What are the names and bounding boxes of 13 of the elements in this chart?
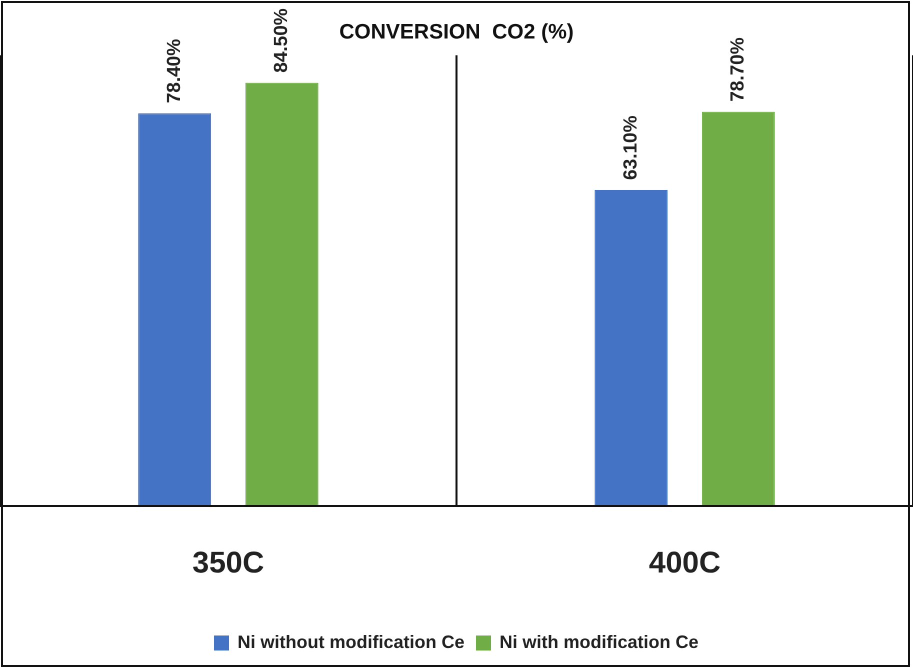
data-label: 63.10% — [620, 115, 642, 180]
bar — [702, 112, 775, 506]
chart-title: CONVERSION CO2 (%) — [339, 20, 574, 44]
legend-label: Ni without modification Ce — [238, 632, 465, 652]
data-label: 84.50% — [271, 8, 292, 73]
legend-label: Ni with modification Ce — [499, 632, 699, 652]
x-tick-label: 400C — [648, 546, 721, 580]
data-label: 78.70% — [728, 37, 749, 102]
bar — [245, 82, 318, 506]
x-tick-label: 350C — [192, 546, 264, 580]
bar — [138, 113, 212, 506]
bar — [594, 190, 668, 506]
data-label: 78.40% — [164, 38, 185, 104]
